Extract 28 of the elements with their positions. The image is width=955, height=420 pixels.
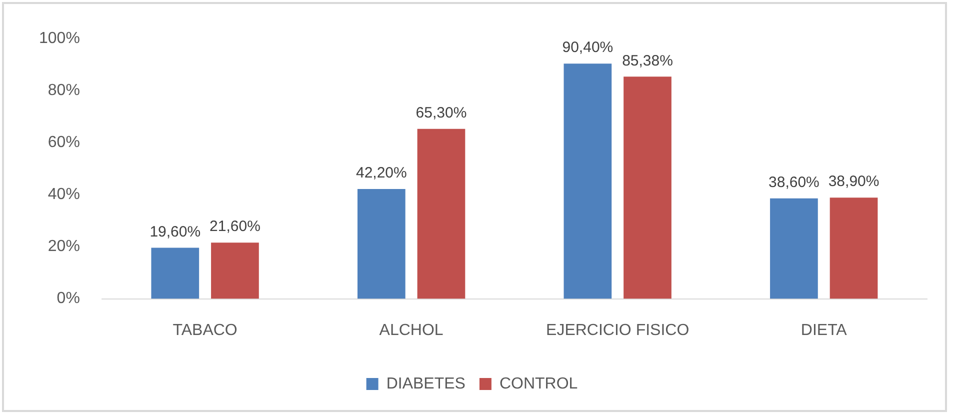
bar — [151, 248, 200, 299]
y-tick-label: 40% — [48, 186, 80, 204]
data-label: 21,60% — [210, 218, 260, 236]
x-tick-label: ALCHOL — [379, 322, 444, 339]
y-tick-label: 20% — [48, 238, 80, 256]
bar — [624, 76, 672, 299]
x-tick-label: TABACO — [172, 322, 238, 339]
x-tick-label: DIETA — [800, 322, 848, 339]
data-label: 19,60% — [150, 223, 201, 240]
data-label: 38,60% — [768, 174, 820, 192]
y-tick-label: 0% — [56, 290, 80, 308]
data-label: 90,40% — [562, 39, 614, 56]
bar — [211, 242, 259, 299]
data-label: 42,20% — [356, 164, 407, 182]
y-tick-label: 100% — [39, 30, 80, 48]
data-label: 65,30% — [416, 104, 467, 122]
bar — [830, 198, 878, 299]
bar — [417, 128, 466, 299]
legend-label: DIABETES — [386, 375, 466, 392]
y-tick-label: 80% — [48, 82, 80, 100]
data-label: 38,90% — [828, 173, 880, 190]
bar — [564, 64, 612, 299]
data-label: 85,38% — [622, 52, 673, 70]
bar — [357, 188, 406, 299]
legend-label: CONTROL — [499, 375, 578, 392]
bar — [770, 198, 818, 299]
x-tick-label: EJERCICIO FISICO — [546, 322, 690, 339]
y-tick-label: 60% — [48, 134, 80, 152]
